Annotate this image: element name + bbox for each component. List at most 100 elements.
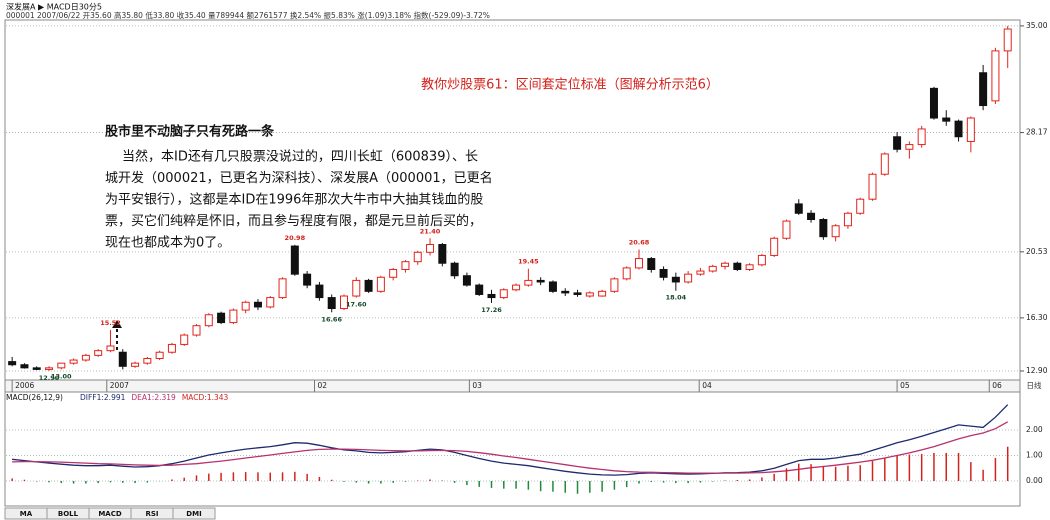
x-tick-label: 02: [318, 381, 328, 390]
y-tick-label: 20.53: [1026, 247, 1048, 256]
candle: [917, 125, 926, 148]
candle: [94, 349, 103, 357]
candle-body: [819, 219, 828, 238]
candle: [770, 236, 779, 257]
candle-body: [413, 251, 422, 263]
candle-body: [327, 297, 336, 310]
note-line: 票，买它们纯粹是怀旧，而且参与程度有限，都是元旦前后买的，: [105, 213, 482, 229]
time-axis: [4, 379, 1021, 393]
candle-body: [155, 351, 164, 359]
candle-body: [757, 254, 766, 266]
candle: [622, 266, 631, 281]
note-line: 为平安银行），这都是本ID在1996年那次大牛市中大抽其钱血的股: [105, 192, 483, 208]
candle-body: [266, 297, 275, 308]
candle: [340, 294, 348, 311]
candle: [278, 277, 287, 300]
candle: [364, 278, 373, 293]
indicator-tab[interactable]: MACD: [88, 507, 132, 520]
candle-body: [831, 225, 840, 238]
candle-body: [8, 361, 17, 366]
candle: [376, 275, 385, 293]
candle: [8, 356, 17, 367]
candle: [180, 333, 189, 346]
candle-body: [69, 359, 78, 364]
candle: [573, 289, 582, 297]
candle-body: [966, 117, 975, 142]
candle: [229, 308, 238, 325]
y-tick-label: 2.00: [1026, 425, 1043, 434]
extreme-label: 20.98: [285, 234, 306, 242]
candle-body: [180, 334, 189, 345]
candle-body: [81, 354, 90, 361]
y-tick-label: 1.00: [1026, 450, 1043, 459]
tab-label: BOLL: [58, 510, 79, 518]
candle: [20, 363, 29, 369]
candle-body: [954, 120, 963, 138]
legend-entry: DIFF1:2.991: [80, 393, 126, 402]
candle: [352, 277, 361, 298]
candle-body: [905, 144, 914, 150]
indicator-tab[interactable]: BOLL: [46, 507, 90, 520]
candle: [561, 288, 570, 297]
extreme-label: 21.40: [420, 227, 441, 235]
candle-body: [229, 309, 238, 324]
extreme-label: 12.90: [39, 374, 60, 382]
candle-body: [143, 357, 152, 364]
arrow-head: [112, 320, 122, 328]
candle: [794, 199, 803, 215]
candle: [929, 86, 938, 120]
candle-body: [389, 268, 398, 278]
candle: [548, 280, 557, 293]
candle-body: [573, 292, 582, 295]
candle-body: [622, 267, 631, 280]
candle-body: [991, 50, 1000, 102]
candle: [118, 349, 127, 370]
candle: [954, 119, 963, 142]
indicator-tab[interactable]: MA: [4, 507, 48, 520]
indicator-tab[interactable]: DMI: [172, 507, 216, 520]
extreme-label: 19.45: [518, 258, 539, 266]
candle-body: [634, 258, 643, 269]
candle: [106, 330, 115, 353]
y-tick-label: 0.00: [1026, 476, 1043, 485]
candle: [426, 238, 435, 256]
candle-body: [340, 295, 348, 310]
candle: [745, 263, 754, 272]
candle: [721, 261, 730, 270]
candle: [659, 266, 668, 281]
candle-body: [32, 367, 41, 370]
candle-body: [45, 367, 54, 370]
candle: [499, 288, 508, 300]
candle: [241, 300, 250, 314]
candle: [708, 264, 717, 273]
candle: [979, 64, 988, 111]
candle-body: [401, 261, 410, 270]
candle-body: [807, 212, 816, 221]
indicator-tab[interactable]: RSI: [130, 507, 174, 520]
candle-body: [659, 268, 668, 278]
candle: [905, 141, 914, 159]
candle-body: [856, 198, 865, 214]
candle: [143, 356, 152, 365]
candle-body: [253, 301, 262, 308]
candle: [524, 268, 533, 287]
candle: [942, 110, 951, 126]
candle: [253, 299, 262, 311]
header-line-2: 000001 2007/06/22 开35.60 高35.80 低33.80 收…: [6, 10, 490, 20]
candle-body: [733, 262, 742, 270]
tab-label: RSI: [145, 510, 158, 518]
candle: [475, 283, 484, 297]
y-tick-label: 16.30: [1026, 313, 1048, 322]
y-tick-label: 35.00: [1026, 21, 1048, 30]
candle-body: [315, 284, 324, 299]
candle: [856, 197, 865, 215]
candle-body: [917, 128, 926, 146]
candle-body: [106, 345, 115, 352]
extreme-label: 16.66: [321, 315, 342, 323]
candle: [155, 350, 164, 361]
candle-body: [94, 350, 103, 356]
signal-arrow: [112, 320, 122, 350]
candle: [487, 289, 496, 303]
note-line: 城开发（000021，已更名为深科技）、深发展A（000001，已更名: [105, 170, 493, 186]
